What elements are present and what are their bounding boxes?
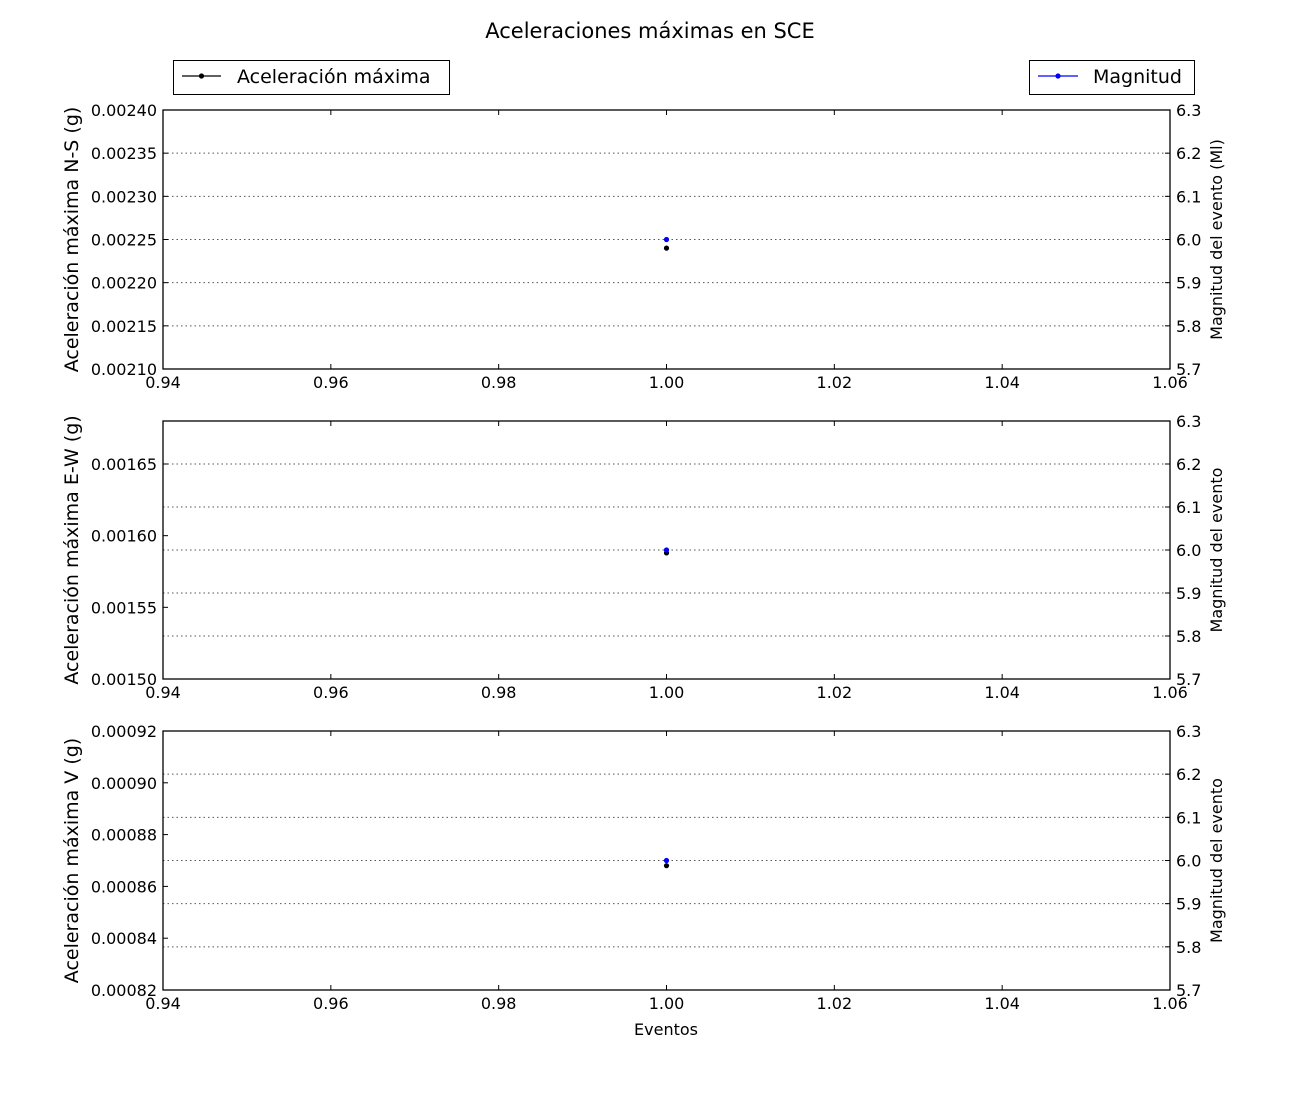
x-tick-label: 0.96 xyxy=(313,683,349,702)
x-tick-label: 1.06 xyxy=(1152,994,1188,1013)
x-tick-label: 1.04 xyxy=(984,683,1020,702)
y-tick-label: 0.00088 xyxy=(91,826,157,845)
x-axis-title: Eventos xyxy=(634,1020,698,1039)
y-tick-label: 0.00220 xyxy=(91,274,157,293)
y2-tick-label: 6.2 xyxy=(1176,144,1201,163)
legend-magnitude: Magnitud xyxy=(1029,60,1195,95)
x-tick-label: 0.98 xyxy=(481,683,517,702)
y-tick-label: 0.00150 xyxy=(91,670,157,689)
y2-tick-label: 6.1 xyxy=(1176,187,1201,206)
subplots: 0.94 0.96 0.98 1.00 1.02 1.04 1.06 0.00210 0.002… xyxy=(61,101,1226,1013)
y-tick-label: 0.00210 xyxy=(91,360,157,379)
x-tick-label: 0.96 xyxy=(313,373,349,392)
legend-acceleration-label: Aceleración máxima xyxy=(237,66,430,88)
y2-tick-label: 5.8 xyxy=(1176,317,1201,336)
y2-axis-title: Magnitud del evento xyxy=(1207,468,1226,633)
x-tick-label: 1.04 xyxy=(984,373,1020,392)
x-tick-label: 1.02 xyxy=(817,994,853,1013)
y-tick-label: 0.00090 xyxy=(91,774,157,793)
y-tick-label: 0.00165 xyxy=(91,455,157,474)
y-axis-title: Aceleración máxima V (g) xyxy=(61,738,83,983)
y2-axis-title: Magnitud del evento (Ml) xyxy=(1207,139,1226,340)
y2-tick-label: 6.0 xyxy=(1176,852,1201,871)
y2-tick-label: 6.1 xyxy=(1176,808,1201,827)
x-tick-label: 1.02 xyxy=(817,683,853,702)
y2-tick-label: 5.9 xyxy=(1176,584,1201,603)
legend-magnitude-marker xyxy=(1055,73,1061,79)
y-tick-label: 0.00235 xyxy=(91,144,157,163)
magnitude-point xyxy=(663,547,670,553)
x-tick-label: 1.04 xyxy=(984,994,1020,1013)
legend-acceleration-marker xyxy=(198,73,205,79)
x-tick-label: 1.00 xyxy=(649,683,685,702)
x-tick-label: 0.94 xyxy=(145,994,181,1013)
y2-tick-label: 5.9 xyxy=(1176,895,1201,914)
chart-title: Aceleraciones máximas en SCE xyxy=(485,19,815,43)
legend-acceleration: Aceleración máxima xyxy=(173,60,450,95)
subplot-1: 0.94 0.96 0.98 1.00 1.02 1.04 1.06 0.00210 0.002… xyxy=(61,101,1226,392)
x-tick-label: 0.94 xyxy=(145,373,181,392)
y2-tick-label: 6.1 xyxy=(1176,498,1201,517)
magnitude-point xyxy=(663,857,670,864)
y2-tick-label: 6.3 xyxy=(1176,412,1201,431)
y2-tick-label: 5.8 xyxy=(1176,938,1201,957)
y2-tick-label: 5.8 xyxy=(1176,627,1201,646)
x-tick-label: 1.06 xyxy=(1152,373,1188,392)
y-tick-label: 0.00155 xyxy=(91,598,157,617)
x-tick-label: 1.02 xyxy=(817,373,853,392)
y-tick-label: 0.00160 xyxy=(91,527,157,546)
y-tick-label: 0.00084 xyxy=(91,929,157,948)
y-tick-label: 0.00086 xyxy=(91,877,157,896)
y2-tick-label: 6.3 xyxy=(1176,101,1201,120)
x-tick-label: 1.00 xyxy=(649,373,685,392)
legend-magnitude-label: Magnitud xyxy=(1093,66,1182,88)
y2-tick-label: 6.2 xyxy=(1176,765,1201,784)
y2-axis-title: Magnitud del evento xyxy=(1207,778,1226,943)
acceleration-point xyxy=(663,245,670,251)
y2-tick-label: 5.9 xyxy=(1176,274,1201,293)
y2-tick-label: 6.2 xyxy=(1176,455,1201,474)
x-tick-label: 0.98 xyxy=(481,994,517,1013)
subplot-2: 0.94 0.96 0.98 1.00 1.02 1.04 1.06 0.00150 0.001… xyxy=(61,412,1226,702)
y-tick-label: 0.00082 xyxy=(91,981,157,1000)
y2-tick-label: 5.7 xyxy=(1176,981,1201,1000)
y-tick-label: 0.00230 xyxy=(91,187,157,206)
x-tick-label: 0.96 xyxy=(313,994,349,1013)
y2-tick-label: 6.3 xyxy=(1176,722,1201,741)
x-tick-label: 0.98 xyxy=(481,373,517,392)
y-axis-title: Aceleración máxima E-W (g) xyxy=(61,415,83,684)
x-tick-label: 0.94 xyxy=(145,683,181,702)
y-tick-label: 0.00225 xyxy=(91,231,157,250)
y-tick-label: 0.00240 xyxy=(91,101,157,120)
y-tick-label: 0.00215 xyxy=(91,317,157,336)
y2-tick-label: 6.0 xyxy=(1176,541,1201,560)
x-tick-label: 1.06 xyxy=(1152,683,1188,702)
legend-acceleration-frame xyxy=(173,60,450,95)
acceleration-point xyxy=(663,863,670,869)
subplot-3: 0.94 0.96 0.98 1.00 1.02 1.04 1.06 0.00082 0.000… xyxy=(61,722,1226,1013)
x-tick-label: 1.00 xyxy=(649,994,685,1013)
y-tick-label: 0.00092 xyxy=(91,722,157,741)
y2-tick-label: 6.0 xyxy=(1176,231,1201,250)
magnitude-point xyxy=(663,236,670,243)
y-axis-title: Aceleración máxima N-S (g) xyxy=(61,107,83,373)
y2-tick-label: 5.7 xyxy=(1176,360,1201,379)
y2-tick-label: 5.7 xyxy=(1176,670,1201,689)
